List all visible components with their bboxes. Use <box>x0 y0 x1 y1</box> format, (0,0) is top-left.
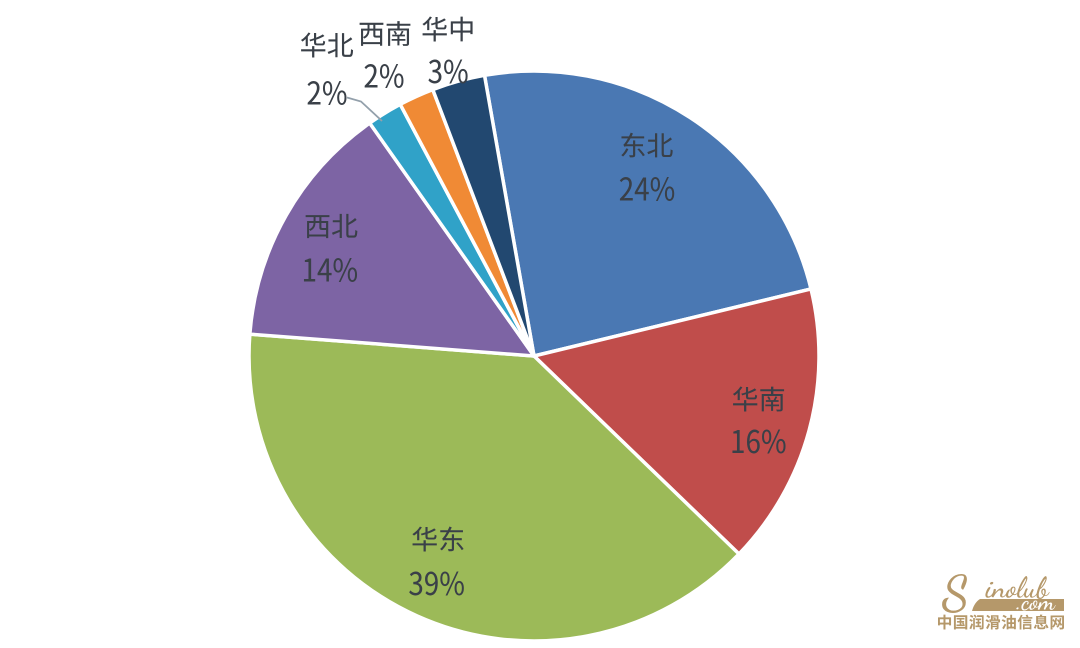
slice-name-label-东北 <box>621 132 673 158</box>
slice-pct-label-华中 <box>428 59 468 84</box>
leader-line-华北 <box>346 96 383 122</box>
slice-pct-label-华东 <box>409 571 464 596</box>
label-leader-lines <box>346 96 383 122</box>
slice-labels <box>300 16 786 596</box>
watermark-script-rest <box>985 576 1050 599</box>
pie-slice-东北 <box>482 69 813 358</box>
watermark-domain <box>1016 600 1056 611</box>
slice-pct-label-华南 <box>732 429 786 454</box>
slice-name-label-华南 <box>732 386 785 412</box>
slice-pct-label-东北 <box>619 177 675 201</box>
pie-slice-华南 <box>532 287 821 556</box>
slice-pct-label-西北 <box>303 258 358 282</box>
pie-slice-华中 <box>431 73 536 358</box>
pie-slice-西北 <box>248 121 536 358</box>
slice-name-label-华东 <box>412 526 464 552</box>
pie-slices <box>247 69 821 643</box>
slice-name-label-华北 <box>300 32 354 58</box>
pie-slice-华东 <box>247 332 741 643</box>
watermark-site-name <box>938 614 1064 630</box>
sinolub-watermark <box>938 574 1064 630</box>
watermark-script-initial <box>942 574 967 613</box>
watermark-banner <box>972 599 1064 611</box>
slice-name-label-华中 <box>422 16 473 42</box>
slice-pct-label-华北 <box>307 81 347 105</box>
slice-name-label-西北 <box>305 213 358 239</box>
slice-pct-label-西南 <box>364 64 404 88</box>
slice-name-label-西南 <box>359 21 411 46</box>
